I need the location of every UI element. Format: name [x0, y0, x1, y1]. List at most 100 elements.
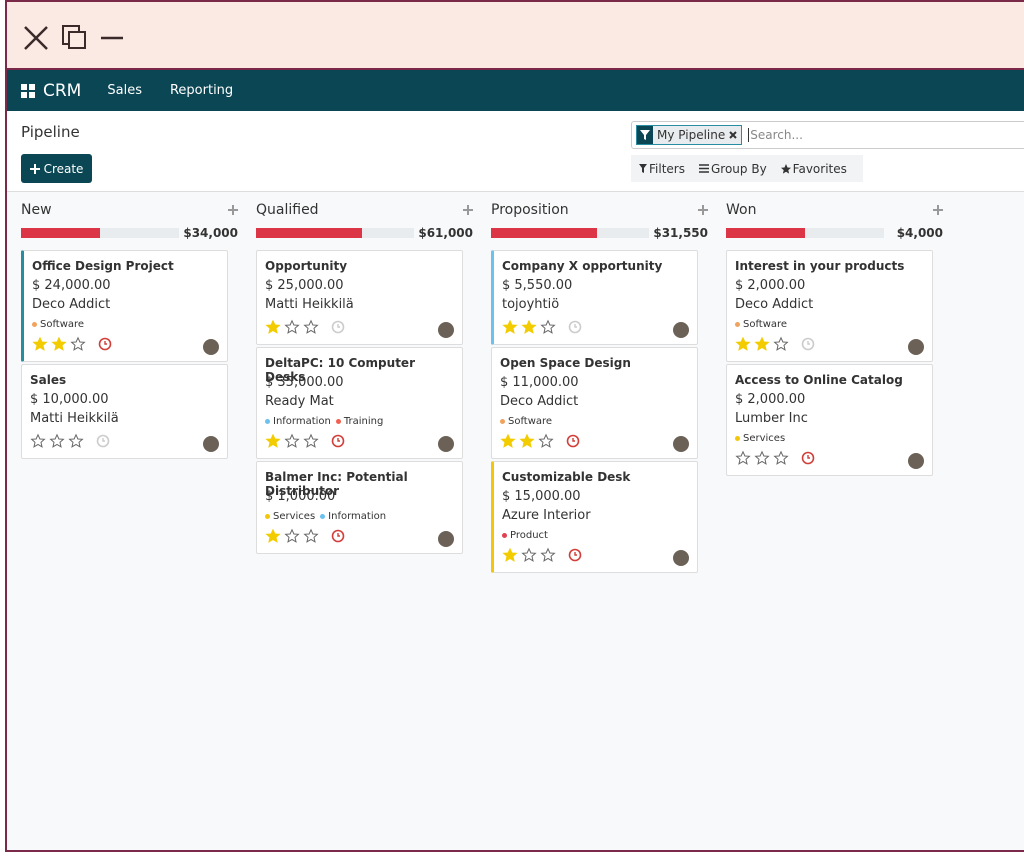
- card-customer: Deco Addict: [735, 297, 814, 312]
- kanban-card[interactable]: Sales $ 10,000.00 Matti Heikkilä: [21, 364, 228, 459]
- kanban-card[interactable]: Interest in your products $ 2,000.00 Deco …: [726, 250, 933, 362]
- window-controls[interactable]: [7, 2, 127, 70]
- menu-item[interactable]: Reporting: [169, 83, 234, 98]
- progress-fill: [256, 228, 362, 238]
- kanban-card[interactable]: Company X opportunity $ 5,550.00 tojoyhtiö: [491, 250, 698, 345]
- card-amount: $ 5,550.00: [502, 278, 573, 293]
- tag-dot: [265, 419, 270, 424]
- filters-button[interactable]: Filters: [639, 162, 685, 176]
- menu-item[interactable]: Sales: [107, 83, 142, 98]
- column-total: $4,000: [896, 226, 943, 240]
- avatar: [673, 436, 689, 452]
- star: [68, 433, 84, 448]
- create-button[interactable]: Create: [21, 154, 92, 183]
- star: [303, 319, 319, 334]
- star: [49, 433, 65, 448]
- card-title: Balmer Inc: Potential Distributor: [265, 470, 408, 498]
- plus-icon: [463, 205, 473, 215]
- star: [502, 547, 518, 562]
- clock-hands: [104, 341, 107, 345]
- tag-name: Software: [743, 319, 788, 330]
- kanban-card[interactable]: Opportunity $ 25,000.00 Matti Heikkilä: [256, 250, 463, 345]
- star: [521, 547, 537, 562]
- priority-stars[interactable]: [30, 433, 94, 449]
- quick-create[interactable]: [933, 205, 943, 215]
- activity-icon[interactable]: [568, 320, 582, 334]
- clock-hands: [807, 341, 810, 345]
- kanban-card[interactable]: DeltaPC: 10 Computer Desks $ 35,000.00 Rea…: [256, 347, 463, 459]
- priority-stars[interactable]: [735, 336, 799, 352]
- group-by-label: Group By: [710, 161, 767, 176]
- tag-name: Software: [508, 416, 553, 427]
- tag-dot: [735, 322, 740, 327]
- star: [735, 336, 751, 351]
- activity-icon[interactable]: [801, 337, 815, 351]
- priority-stars[interactable]: [265, 528, 329, 544]
- filters-label: Filters: [649, 161, 685, 176]
- avatar: [908, 453, 924, 469]
- card-footer: [735, 447, 924, 469]
- kanban-column: New $34,000 Office Design Project $ 24,000.…: [21, 192, 256, 575]
- card-title: Customizable Desk: [502, 470, 631, 484]
- tag-name: Product: [510, 530, 548, 541]
- group-by-button[interactable]: Group By: [698, 161, 767, 176]
- activity-icon[interactable]: [331, 320, 345, 334]
- priority-stars[interactable]: [500, 433, 564, 449]
- column-total: $34,000: [183, 226, 238, 240]
- kanban-card[interactable]: Access to Online Catalog $ 2,000.00 Lumber…: [726, 364, 933, 476]
- priority-stars[interactable]: [265, 433, 329, 449]
- favorites-button[interactable]: Favorites: [780, 162, 847, 176]
- column-progress: $31,550: [491, 226, 708, 240]
- tag-dot-fill: [265, 419, 270, 424]
- tag: Services: [265, 511, 315, 522]
- priority-stars[interactable]: [32, 336, 96, 352]
- kanban-card[interactable]: Open Space Design $ 11,000.00 Deco Addict S…: [491, 347, 698, 459]
- kanban-board: New $34,000 Office Design Project $ 24,000.…: [21, 192, 961, 575]
- clock: [801, 337, 815, 351]
- progress-fill: [491, 228, 597, 238]
- search-box[interactable]: My Pipeline Search...: [631, 121, 1024, 149]
- activity-icon[interactable]: [331, 529, 345, 543]
- clock: [568, 320, 582, 334]
- activity-icon[interactable]: [568, 548, 582, 562]
- kanban-card[interactable]: Balmer Inc: Potential Distributor $ 1,000…: [256, 461, 463, 554]
- avatar: [438, 436, 454, 452]
- activity-icon[interactable]: [566, 434, 580, 448]
- plus-icon: [228, 205, 238, 215]
- clock: [331, 320, 345, 334]
- card-amount: $ 11,000.00: [500, 375, 579, 390]
- control-panel: Pipeline Create My Pipeline Search... Fi…: [7, 111, 1024, 192]
- quick-create[interactable]: [463, 205, 473, 215]
- progress-bar: [21, 228, 179, 238]
- priority-stars[interactable]: [502, 319, 566, 335]
- priority-stars[interactable]: [265, 319, 329, 335]
- apps-icon[interactable]: [21, 83, 35, 98]
- priority-stars[interactable]: [735, 450, 799, 466]
- star: [30, 433, 46, 448]
- kanban-card[interactable]: Customizable Desk $ 15,000.00 Azure Interi…: [491, 461, 698, 573]
- quick-create[interactable]: [698, 205, 708, 215]
- clock-hands: [574, 552, 577, 556]
- card-title: Access to Online Catalog: [735, 373, 903, 387]
- activity-icon[interactable]: [98, 337, 112, 351]
- star: [773, 336, 789, 351]
- quick-create[interactable]: [228, 205, 238, 215]
- priority-stars[interactable]: [502, 547, 566, 563]
- clock-hands: [574, 324, 577, 328]
- tag-name: Software: [40, 319, 85, 330]
- clock: [801, 451, 815, 465]
- window: CRM Sales Reporting Pipeline Create My P…: [5, 0, 1024, 852]
- activity-icon[interactable]: [801, 451, 815, 465]
- activity-icon[interactable]: [331, 434, 345, 448]
- kanban-column: Proposition $31,550 Company X opportunity $…: [491, 192, 726, 575]
- card-title: Open Space Design: [500, 356, 631, 370]
- column-header: Qualified: [256, 192, 473, 226]
- app-name[interactable]: CRM: [43, 80, 82, 101]
- card-footer: [502, 544, 689, 566]
- kanban-card[interactable]: Office Design Project $ 24,000.00 Deco Add…: [21, 250, 228, 362]
- facet-remove[interactable]: [729, 131, 737, 139]
- tag-name: Services: [743, 433, 786, 444]
- tag: Information: [320, 511, 386, 522]
- clock-hands: [337, 324, 340, 328]
- activity-icon[interactable]: [96, 434, 110, 448]
